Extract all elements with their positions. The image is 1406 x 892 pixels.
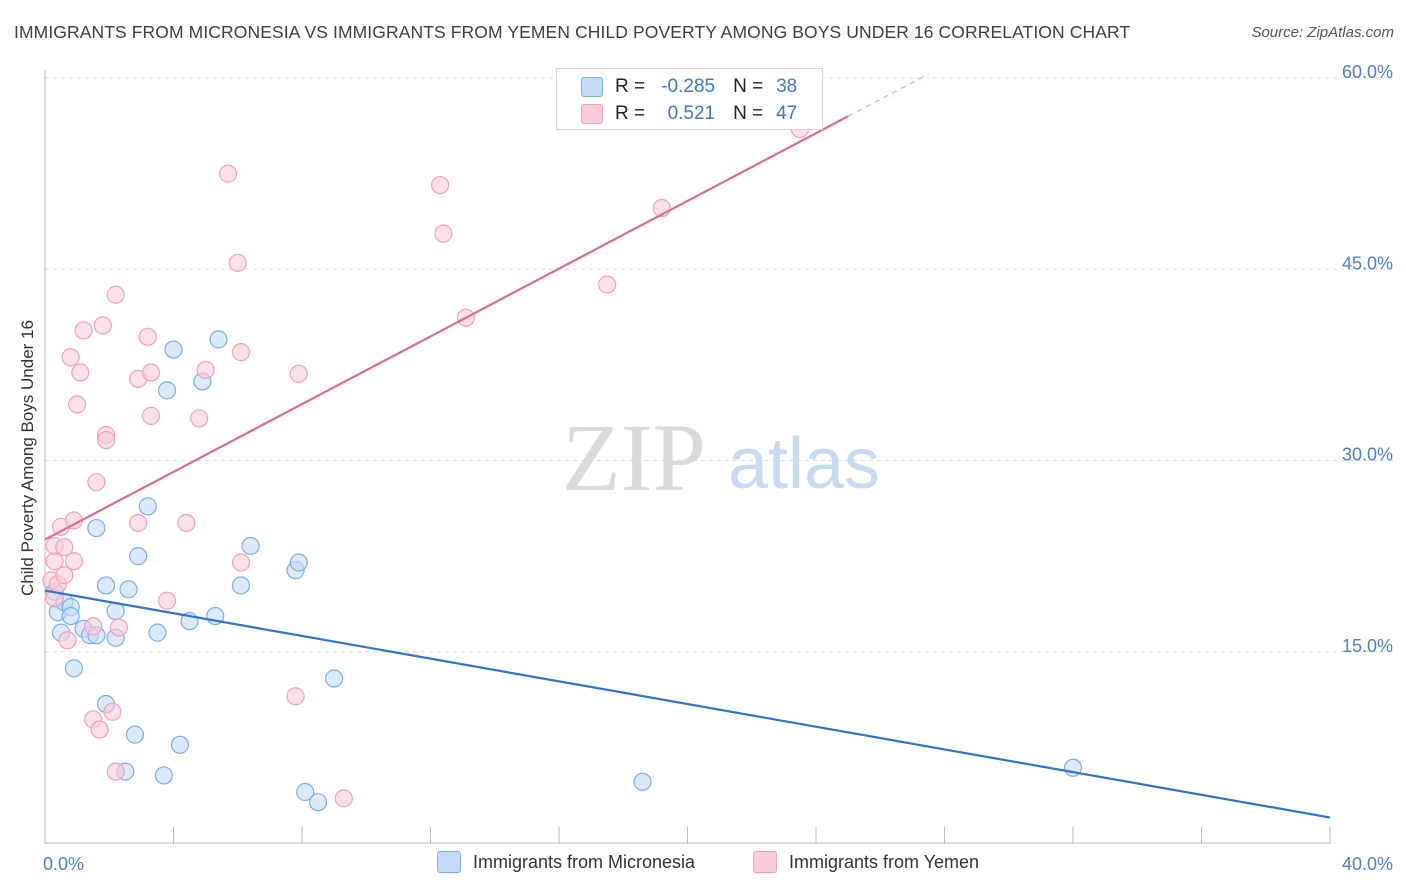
legend-n-label: N = bbox=[733, 76, 764, 97]
chart-title: IMMIGRANTS FROM MICRONESIA VS IMMIGRANTS… bbox=[14, 22, 1131, 42]
point-micronesia bbox=[129, 547, 148, 566]
point-micronesia bbox=[308, 793, 328, 812]
legend-r-label: R = bbox=[615, 103, 646, 124]
point-yemen bbox=[141, 363, 161, 382]
point-micronesia bbox=[61, 606, 80, 626]
point-yemen bbox=[71, 363, 90, 382]
point-micronesia bbox=[157, 381, 177, 400]
legend-swatch-micronesia bbox=[437, 851, 461, 873]
legend-item-micronesia: Immigrants from Micronesia bbox=[437, 851, 695, 873]
point-micronesia bbox=[164, 340, 183, 359]
point-micronesia bbox=[170, 735, 190, 754]
point-yemen bbox=[219, 164, 238, 183]
legend-n-label: N = bbox=[733, 103, 764, 124]
point-yemen bbox=[106, 762, 125, 781]
point-yemen bbox=[196, 360, 215, 380]
point-micronesia bbox=[241, 536, 260, 556]
legend-row-micronesia: R = -0.285 N = 38 bbox=[581, 74, 797, 100]
point-micronesia bbox=[138, 497, 157, 516]
legend-n-value: 38 bbox=[776, 76, 798, 97]
point-yemen bbox=[157, 591, 177, 610]
y-tick-label: 60.0% bbox=[1342, 62, 1393, 82]
point-yemen bbox=[55, 538, 74, 557]
point-yemen bbox=[434, 224, 453, 243]
legend-row-yemen: R = 0.521 N = 47 bbox=[581, 101, 797, 127]
watermark-zip: ZIP bbox=[562, 404, 706, 511]
point-yemen bbox=[109, 618, 128, 637]
point-micronesia bbox=[231, 576, 251, 595]
y-tick-label: 45.0% bbox=[1342, 253, 1393, 273]
point-yemen bbox=[55, 566, 74, 585]
point-micronesia bbox=[87, 518, 106, 538]
point-micronesia bbox=[633, 772, 652, 791]
point-yemen bbox=[334, 789, 353, 808]
point-yemen bbox=[286, 687, 305, 706]
legend-r-label: R = bbox=[615, 76, 646, 97]
point-micronesia bbox=[296, 782, 315, 802]
point-micronesia bbox=[64, 659, 84, 678]
point-yemen bbox=[289, 364, 308, 383]
legend-r-value: 0.521 bbox=[667, 103, 716, 124]
point-yemen bbox=[231, 553, 251, 572]
legend-n-value: 47 bbox=[776, 103, 798, 124]
point-yemen bbox=[84, 617, 103, 636]
point-yemen bbox=[103, 702, 122, 721]
trend-lines bbox=[44, 73, 1331, 819]
trend-line-yemen bbox=[44, 115, 849, 541]
legend-swatch-yemen bbox=[753, 851, 777, 873]
point-micronesia bbox=[209, 330, 228, 349]
point-micronesia bbox=[154, 766, 173, 785]
point-yemen bbox=[177, 513, 196, 533]
point-yemen bbox=[106, 285, 125, 304]
x-tick-label: 40.0% bbox=[1342, 854, 1393, 874]
point-micronesia bbox=[148, 623, 167, 642]
point-yemen bbox=[231, 343, 251, 362]
point-yemen bbox=[90, 720, 109, 739]
correlation-legend: R = -0.285 N = 38 R = 0.521 N = 47 bbox=[556, 68, 823, 130]
point-yemen bbox=[87, 473, 106, 492]
point-micronesia bbox=[325, 669, 344, 688]
legend-swatch-yemen bbox=[581, 104, 603, 124]
point-yemen bbox=[598, 275, 617, 294]
y-tick-label: 30.0% bbox=[1342, 445, 1393, 465]
tick-labels: 15.0% 30.0% 45.0% 60.0% 0.0% 40.0% bbox=[43, 62, 1393, 874]
point-yemen bbox=[68, 395, 87, 414]
point-yemen bbox=[74, 321, 93, 340]
trend-line-micronesia bbox=[44, 589, 1331, 819]
point-micronesia bbox=[289, 553, 308, 572]
watermark-atlas: atlas bbox=[728, 424, 880, 504]
point-yemen bbox=[190, 409, 209, 428]
point-yemen bbox=[64, 552, 84, 571]
point-micronesia bbox=[119, 580, 138, 599]
point-yemen bbox=[96, 431, 116, 450]
y-tick-label: 15.0% bbox=[1342, 636, 1393, 656]
point-yemen bbox=[129, 513, 148, 533]
legend-swatch-micronesia bbox=[581, 77, 603, 97]
source-label: Source: ZipAtlas.com bbox=[1251, 24, 1394, 41]
legend-item-yemen: Immigrants from Yemen bbox=[753, 851, 979, 873]
point-yemen bbox=[141, 406, 161, 425]
series-micronesia-points bbox=[45, 330, 1083, 812]
point-yemen bbox=[93, 316, 112, 335]
x-tick-label: 0.0% bbox=[43, 854, 84, 874]
watermark: ZIP atlas bbox=[562, 404, 880, 511]
point-yemen bbox=[61, 348, 80, 367]
point-micronesia bbox=[96, 576, 116, 595]
series-legend: Immigrants from Micronesia Immigrants fr… bbox=[0, 851, 1406, 877]
point-micronesia bbox=[125, 725, 145, 744]
legend-label-micronesia: Immigrants from Micronesia bbox=[473, 851, 696, 872]
point-yemen bbox=[58, 631, 77, 650]
axes bbox=[44, 70, 1331, 844]
point-yemen bbox=[431, 176, 450, 195]
legend-r-value: -0.285 bbox=[661, 76, 716, 97]
point-yemen bbox=[138, 327, 157, 346]
trend-extension-yemen bbox=[847, 73, 929, 117]
legend-label-yemen: Immigrants from Yemen bbox=[789, 851, 980, 872]
point-yemen bbox=[228, 253, 247, 272]
